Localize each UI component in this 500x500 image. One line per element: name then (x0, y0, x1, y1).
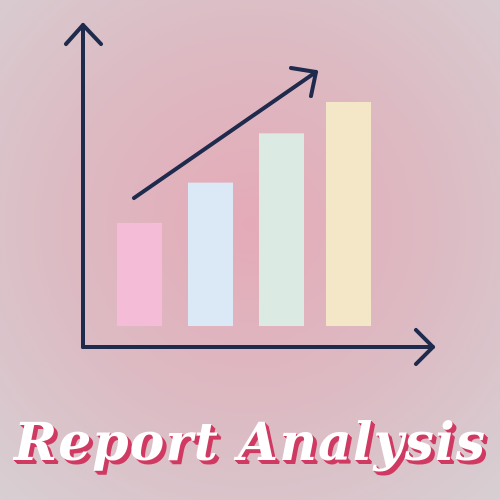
chart-bar-1 (117, 222, 162, 326)
trend-arrow-icon (132, 66, 318, 200)
y-axis-arrowhead (64, 23, 103, 46)
x-axis-arrowhead (414, 328, 435, 366)
chart-bar-2 (188, 182, 233, 326)
chart-bars (117, 102, 371, 326)
chart-axes (64, 23, 435, 366)
headline: Report Analysis (14, 412, 486, 473)
trend-arrow-head (289, 66, 318, 98)
chart-bar-4 (326, 102, 371, 326)
trend-arrow-line (132, 70, 318, 200)
chart-bar-3 (259, 133, 304, 326)
